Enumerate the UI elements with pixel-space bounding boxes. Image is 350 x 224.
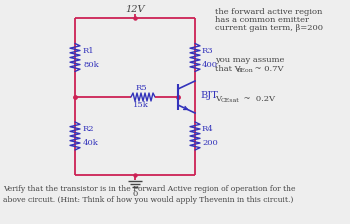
Text: V: V bbox=[215, 95, 221, 103]
Text: Verify that the transistor is in the Forward Active region of operation for the
: Verify that the transistor is in the For… bbox=[3, 185, 295, 204]
Text: R1: R1 bbox=[83, 47, 95, 54]
Text: you may assume: you may assume bbox=[215, 56, 284, 64]
Text: CEsat: CEsat bbox=[221, 98, 240, 103]
Text: ~ 0.7V: ~ 0.7V bbox=[252, 65, 284, 73]
Text: 200: 200 bbox=[202, 139, 218, 147]
Text: that V: that V bbox=[215, 65, 241, 73]
Text: BJT: BJT bbox=[200, 90, 218, 99]
Text: R2: R2 bbox=[83, 125, 95, 133]
Text: ~  0.2V: ~ 0.2V bbox=[241, 95, 275, 103]
Text: 15k: 15k bbox=[133, 101, 149, 109]
Text: 12V: 12V bbox=[125, 4, 145, 13]
Text: 80k: 80k bbox=[83, 60, 99, 69]
Text: has a common emitter: has a common emitter bbox=[215, 16, 309, 24]
Text: 0: 0 bbox=[132, 190, 138, 198]
Text: R5: R5 bbox=[135, 84, 147, 92]
Text: R3: R3 bbox=[202, 47, 214, 54]
Text: 40k: 40k bbox=[83, 139, 99, 147]
Text: the forward active region: the forward active region bbox=[215, 8, 322, 16]
Text: BEon: BEon bbox=[237, 68, 254, 73]
Text: 400: 400 bbox=[202, 60, 218, 69]
Text: current gain term, β=200: current gain term, β=200 bbox=[215, 24, 323, 32]
Text: R4: R4 bbox=[202, 125, 214, 133]
